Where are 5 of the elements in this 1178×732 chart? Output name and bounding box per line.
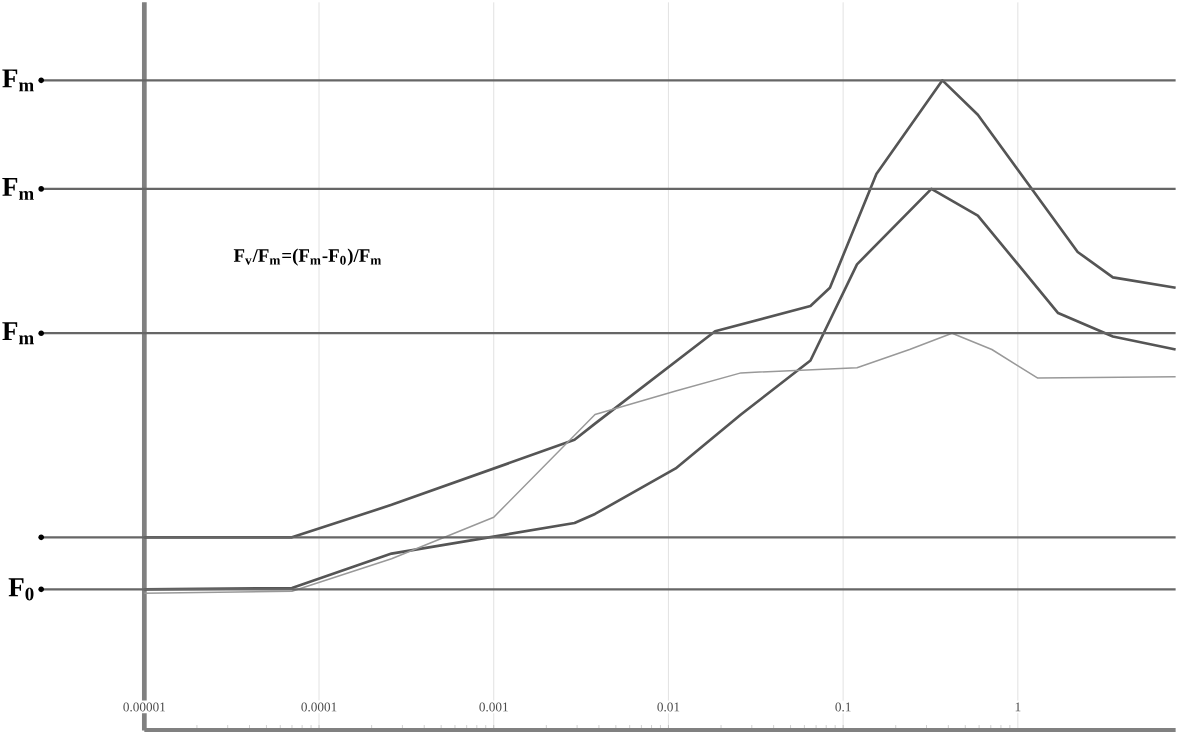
ref-line-label: F$_{m}$ xyxy=(2,69,34,91)
ref-line-label: F$_{m}$ xyxy=(2,177,34,200)
ref-line-label: F$_{0}$ xyxy=(8,577,34,601)
text: F$_{v}$/F$_{m}$=(F$_{m}$-F$_{0}$)/F$_{m}$ xyxy=(233,248,382,266)
ref-line-label: F$_{m}$ xyxy=(2,321,34,344)
